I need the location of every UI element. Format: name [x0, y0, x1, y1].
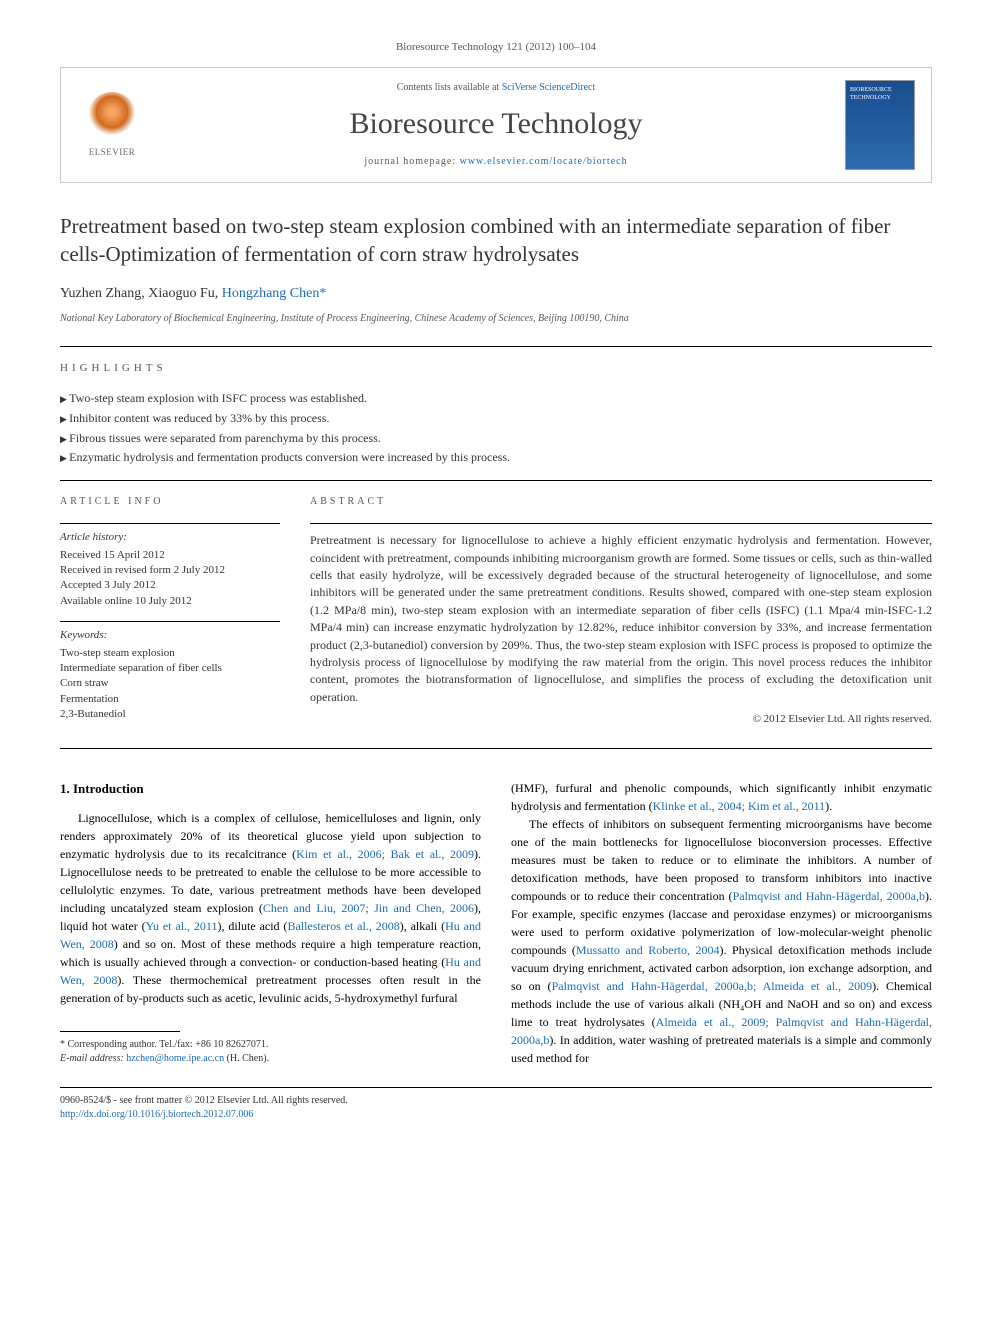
citation-line: Bioresource Technology 121 (2012) 100–10… [60, 40, 932, 55]
intro-paragraph-2: The effects of inhibitors on subsequent … [511, 815, 932, 1067]
text-run: ), dilute acid ( [217, 919, 287, 933]
email-link[interactable]: hzchen@home.ipe.ac.cn [126, 1053, 224, 1064]
abstract-text: Pretreatment is necessary for lignocellu… [310, 523, 932, 706]
sciencedirect-link[interactable]: SciVerse ScienceDirect [502, 82, 596, 93]
authors-line: Yuzhen Zhang, Xiaoguo Fu, Hongzhang Chen… [60, 284, 932, 304]
introduction-heading: 1. Introduction [60, 779, 481, 799]
elsevier-label: ELSEVIER [89, 146, 136, 159]
rule [60, 346, 932, 347]
email-line: E-mail address: hzchen@home.ipe.ac.cn (H… [60, 1052, 481, 1066]
keywords-heading: Keywords: [60, 628, 280, 643]
footer-line-1: 0960-8524/$ - see front matter © 2012 El… [60, 1094, 932, 1108]
text-run: ). In addition, water washing of pretrea… [511, 1033, 932, 1065]
article-info-column: ARTICLE INFO Article history: Received 1… [60, 495, 280, 734]
citation-link[interactable]: Palmqvist and Hahn-Hägerdal, 2000a,b [733, 889, 925, 903]
citation-link[interactable]: Mussatto and Roberto, 2004 [576, 943, 720, 957]
homepage-link[interactable]: www.elsevier.com/locate/biortech [460, 156, 628, 167]
article-history-section: Article history: Received 15 April 2012 … [60, 523, 280, 609]
corr-author-line: * Corresponding author. Tel./fax: +86 10… [60, 1038, 481, 1052]
contents-prefix: Contents lists available at [397, 82, 502, 93]
corresponding-author-footnote: * Corresponding author. Tel./fax: +86 10… [60, 1038, 481, 1066]
footer-rule [60, 1087, 932, 1088]
rule [60, 480, 932, 481]
keyword: Corn straw [60, 676, 280, 691]
author-3-corresponding[interactable]: Hongzhang Chen [222, 286, 320, 301]
text-run: ). [825, 799, 832, 813]
keywords-section: Keywords: Two-step steam explosion Inter… [60, 621, 280, 722]
body-columns: 1. Introduction Lignocellulose, which is… [60, 779, 932, 1067]
abstract-column: ABSTRACT Pretreatment is necessary for l… [310, 495, 932, 734]
homepage-line: journal homepage: www.elsevier.com/locat… [147, 155, 845, 169]
author-2: Xiaoguo Fu [148, 286, 215, 301]
intro-paragraph-1: Lignocellulose, which is a complex of ce… [60, 809, 481, 1007]
accepted-date: Accepted 3 July 2012 [60, 578, 280, 593]
highlights-list: Two-step steam explosion with ISFC proce… [60, 390, 932, 466]
text-run: ), alkali ( [400, 919, 445, 933]
citation-link[interactable]: Chen and Liu, 2007; Jin and Chen, 2006 [263, 901, 474, 915]
info-abstract-row: ARTICLE INFO Article history: Received 1… [60, 495, 932, 734]
rule [60, 748, 932, 749]
keyword: Fermentation [60, 692, 280, 707]
revised-date: Received in revised form 2 July 2012 [60, 563, 280, 578]
article-info-label: ARTICLE INFO [60, 495, 280, 509]
citation-link[interactable]: Yu et al., 2011 [146, 919, 218, 933]
homepage-prefix: journal homepage: [364, 156, 459, 167]
text-run: ) and so on. Most of these methods requi… [60, 937, 481, 969]
doi-link[interactable]: http://dx.doi.org/10.1016/j.biortech.201… [60, 1108, 932, 1122]
article-title: Pretreatment based on two-step steam exp… [60, 213, 932, 268]
journal-name: Bioresource Technology [147, 103, 845, 145]
online-date: Available online 10 July 2012 [60, 594, 280, 609]
contents-line: Contents lists available at SciVerse Sci… [147, 81, 845, 95]
footer: 0960-8524/$ - see front matter © 2012 El… [60, 1094, 932, 1122]
journal-cover-thumbnail: BIORESOURCE TECHNOLOGY [845, 80, 915, 170]
right-column: (HMF), furfural and phenolic compounds, … [511, 779, 932, 1067]
abstract-label: ABSTRACT [310, 495, 932, 509]
email-label: E-mail address: [60, 1053, 126, 1064]
highlight-item: Fibrous tissues were separated from pare… [60, 430, 932, 447]
affiliation: National Key Laboratory of Biochemical E… [60, 312, 932, 326]
citation-link[interactable]: Ballesteros et al., 2008 [287, 919, 399, 933]
email-suffix: (H. Chen). [224, 1053, 269, 1064]
elsevier-logo: ELSEVIER [77, 85, 147, 165]
author-1: Yuzhen Zhang [60, 286, 141, 301]
header-center: Contents lists available at SciVerse Sci… [147, 81, 845, 169]
citation-link[interactable]: Klinke et al., 2004; Kim et al., 2011 [653, 799, 826, 813]
history-heading: Article history: [60, 530, 280, 545]
footnote-rule [60, 1031, 180, 1032]
keyword: Intermediate separation of fiber cells [60, 661, 280, 676]
highlight-item: Two-step steam explosion with ISFC proce… [60, 390, 932, 407]
received-date: Received 15 April 2012 [60, 548, 280, 563]
highlights-label: HIGHLIGHTS [60, 361, 932, 376]
abstract-copyright: © 2012 Elsevier Ltd. All rights reserved… [310, 712, 932, 727]
cover-title: BIORESOURCE TECHNOLOGY [850, 87, 910, 101]
citation-link[interactable]: Kim et al., 2006; Bak et al., 2009 [296, 847, 474, 861]
corresponding-mark[interactable]: * [319, 286, 326, 301]
keyword: Two-step steam explosion [60, 646, 280, 661]
highlight-item: Enzymatic hydrolysis and fermentation pr… [60, 449, 932, 466]
keyword: 2,3-Butanediol [60, 707, 280, 722]
intro-paragraph-1-cont: (HMF), furfural and phenolic compounds, … [511, 779, 932, 815]
elsevier-tree-icon [87, 92, 137, 142]
left-column: 1. Introduction Lignocellulose, which is… [60, 779, 481, 1067]
citation-link[interactable]: Palmqvist and Hahn-Hägerdal, 2000a,b; Al… [552, 979, 873, 993]
highlight-item: Inhibitor content was reduced by 33% by … [60, 410, 932, 427]
text-run: ). These thermochemical pretreatment pro… [60, 973, 481, 1005]
journal-header-box: ELSEVIER Contents lists available at Sci… [60, 67, 932, 183]
